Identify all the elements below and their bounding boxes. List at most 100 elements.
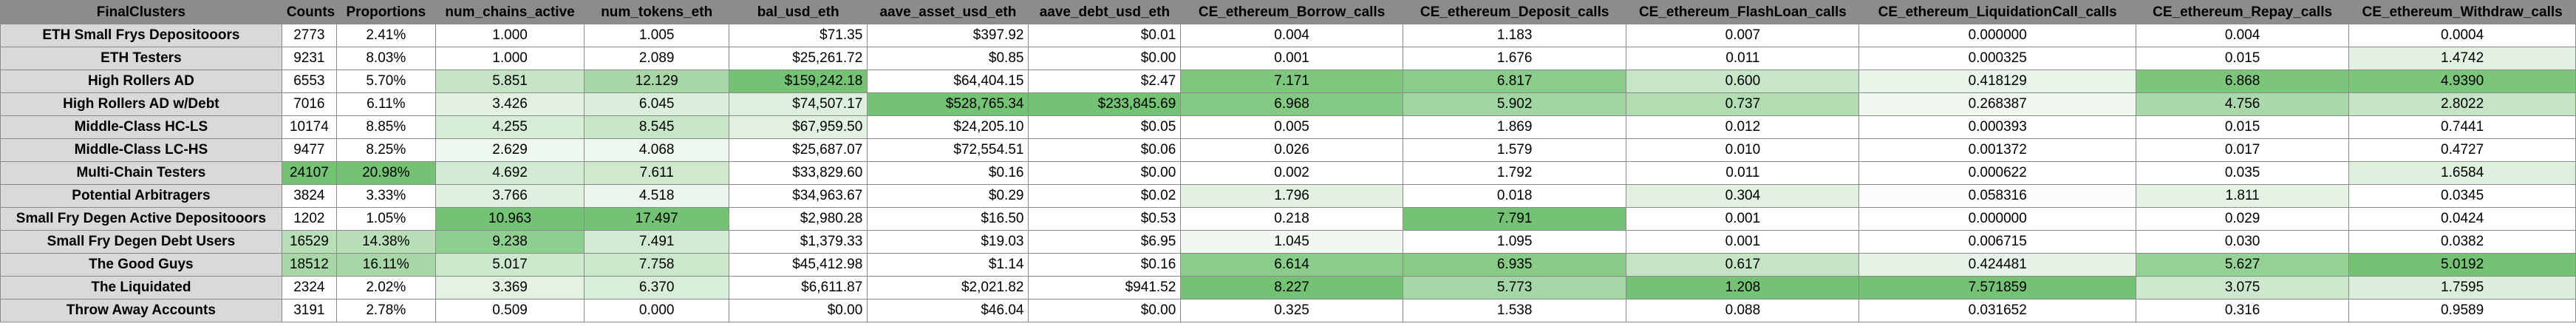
table-cell: 0.424481 [1858,253,2137,277]
table-cell: 3.426 [435,92,585,116]
table-cell: 2.8022 [2348,92,2576,116]
table-cell: 0.030 [2136,230,2350,254]
table-cell: 10.963 [435,207,585,231]
column-header: Proportions [335,0,436,24]
table-cell: 3.33% [335,184,436,208]
table-cell: $0.16 [1028,253,1182,277]
table-cell: 0.001 [1626,207,1860,231]
table-cell: 0.015 [2136,115,2350,139]
table-cell: 5.902 [1402,92,1627,116]
table-cell: $0.02 [1028,184,1182,208]
table-cell: 0.018 [1402,184,1627,208]
table-cell: 3191 [281,299,337,322]
table-cell: 0.001 [1180,47,1403,70]
table-cell: 17.497 [584,207,729,231]
table-cell: $64,404.15 [867,70,1029,93]
table-cell: $0.00 [1028,47,1182,70]
table-cell: 5.0192 [2348,253,2576,277]
table-cell: 4.068 [584,138,729,162]
column-header: CE_ethereum_Repay_calls [2136,0,2350,24]
table-cell: 0.000622 [1858,161,2137,185]
table-cell: 4.255 [435,115,585,139]
table-cell: 0.002 [1180,161,1403,185]
table-cell: 0.011 [1626,47,1860,70]
table-cell: 3.369 [435,276,585,300]
table-header: FinalClusters Counts Proportions num_chains… [0,0,2576,24]
table-cell: $6,611.87 [728,276,868,300]
table-row: Middle-Class HC-LS 10174 8.85% 4.255 8.545 $6… [0,115,2576,139]
table-cell: 5.773 [1402,276,1627,300]
table-cell: 0.7441 [2348,115,2576,139]
table-cell: 0.617 [1626,253,1860,277]
table-cell: 6.11% [335,92,436,116]
table-cell: 4.9390 [2348,70,2576,93]
table-cell: 4.692 [435,161,585,185]
cluster-name-cell: ETH Small Frys Depositooors [0,24,282,47]
table-cell: 3.075 [2136,276,2350,300]
table-cell: 1.676 [1402,47,1627,70]
table-cell: 0.304 [1626,184,1860,208]
table-cell: 0.006715 [1858,230,2137,254]
table-cell: $1,379.33 [728,230,868,254]
table-cell: $1.14 [867,253,1029,277]
table-cell: 9231 [281,47,337,70]
table-cell: $46.04 [867,299,1029,322]
table-cell: 0.058316 [1858,184,2137,208]
table-row: Middle-Class LC-HS 9477 8.25% 2.629 4.068 $25… [0,138,2576,162]
table-cell: $528,765.34 [867,92,1029,116]
table-cell: 7.758 [584,253,729,277]
table-cell: $34,963.67 [728,184,868,208]
table-cell: 0.001 [1626,230,1860,254]
table-cell: 0.0004 [2348,24,2576,47]
table-cell: 0.015 [2136,47,2350,70]
table-cell: 3824 [281,184,337,208]
table-cell: $16.50 [867,207,1029,231]
table-cell: $0.16 [867,161,1029,185]
table-cell: 7.171 [1180,70,1403,93]
table-cell: 0.088 [1626,299,1860,322]
table-cell: 1.869 [1402,115,1627,139]
table-row: Throw Away Accounts 3191 2.78% 0.509 0.000 $0… [0,299,2576,322]
table-cell: 6.968 [1180,92,1403,116]
cluster-name-cell: Middle-Class LC-HS [0,138,282,162]
table-cell: 0.004 [2136,24,2350,47]
table-cell: $2,021.82 [867,276,1029,300]
table-cell: $24,205.10 [867,115,1029,139]
table-cell: 7.791 [1402,207,1627,231]
cluster-name-cell: Small Fry Degen Active Depositooors [0,207,282,231]
column-header: Counts [281,0,337,24]
column-header: num_chains_active [435,0,585,24]
table-cell: 0.737 [1626,92,1860,116]
table-cell: 8.227 [1180,276,1403,300]
table-cell: 2.78% [335,299,436,322]
table-cell: 0.031652 [1858,299,2137,322]
cluster-name-cell: ETH Testers [0,47,282,70]
table-cell: 0.011 [1626,161,1860,185]
table-cell: 16529 [281,230,337,254]
table-cell: 1.811 [2136,184,2350,208]
header-row: FinalClusters Counts Proportions num_chains… [0,0,2576,24]
table-row: High Rollers AD w/Debt 7016 6.11% 3.426 6.04… [0,92,2576,116]
table-cell: 1.538 [1402,299,1627,322]
table-cell: 2.089 [584,47,729,70]
table-cell: 16.11% [335,253,436,277]
table-cell: 12.129 [584,70,729,93]
table-cell: 6553 [281,70,337,93]
column-header: CE_ethereum_LiquidationCall_calls [1858,0,2137,24]
table-cell: 9477 [281,138,337,162]
table-cell: 1.095 [1402,230,1627,254]
table-cell: 0.268387 [1858,92,2137,116]
table-cell: 1.208 [1626,276,1860,300]
table-cell: 9.238 [435,230,585,254]
table-cell: 20.98% [335,161,436,185]
table-cell: 7.571859 [1858,276,2137,300]
table-cell: 0.000325 [1858,47,2137,70]
table-cell: 1.579 [1402,138,1627,162]
table-row: Multi-Chain Testers 24107 20.98% 4.692 7.611… [0,161,2576,185]
table-cell: 0.010 [1626,138,1860,162]
cluster-name-cell: Small Fry Degen Debt Users [0,230,282,254]
column-header: FinalClusters [0,0,282,24]
table-cell: 5.017 [435,253,585,277]
table-cell: $397.92 [867,24,1029,47]
table-cell: $67,959.50 [728,115,868,139]
